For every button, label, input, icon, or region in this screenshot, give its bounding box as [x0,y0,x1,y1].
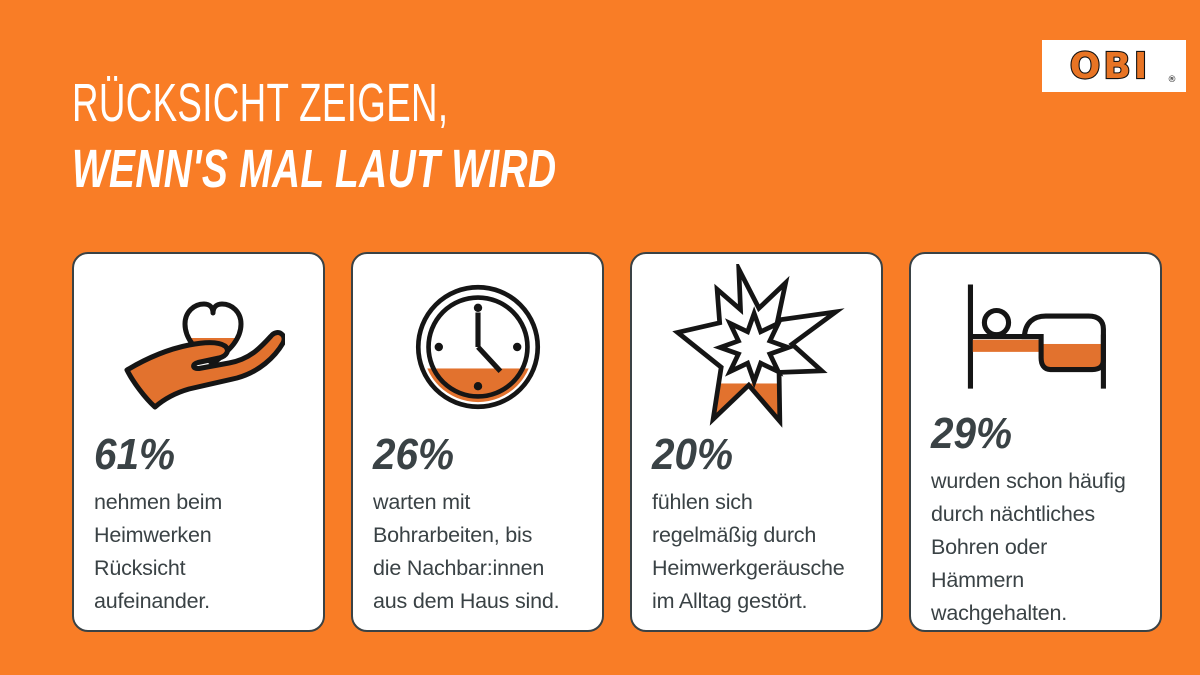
stat-cards: 61% nehmen beim Heimwerken Rücksicht auf… [72,252,1162,632]
bed-icon [931,266,1140,407]
stat-card-kept-awake: 29% wurden schon häufig durch nächtliche… [909,252,1162,632]
header: RÜCKSICHT ZEIGEN, WENN'S MAL LAUT WIRD [72,74,745,198]
obi-logo-text: OBI [1070,46,1150,87]
obi-logo: OBI ® [1042,40,1186,92]
title-line-1: RÜCKSICHT ZEIGEN, [72,73,449,133]
hand-heart-icon [94,266,303,428]
stat-percentage: 26% [373,430,455,479]
clock-icon [373,266,582,428]
stat-card-waiting: 26% warten mit Bohrarbeiten, bis die Nac… [351,252,604,632]
obi-logo-icon: OBI ® [1069,45,1177,88]
stat-card-disturbed: 20% fühlen sich regelmäßig durch Heimwer… [630,252,883,632]
stat-percentage: 20% [652,430,734,479]
stat-card-considerate: 61% nehmen beim Heimwerken Rücksicht auf… [72,252,325,632]
explosion-icon [652,264,861,428]
registered-mark: ® [1168,75,1177,85]
title-line-2: WENN'S MAL LAUT WIRD [72,139,557,199]
stat-percentage: 29% [931,409,1013,458]
stat-description: wurden schon häufig durch nächtliches Bo… [931,469,1126,625]
stat-description: fühlen sich regelmäßig durch Heimwerkger… [652,490,845,613]
stat-description: warten mit Bohrarbeiten, bis die Nachbar… [373,490,560,613]
stat-description: nehmen beim Heimwerken Rücksicht aufeina… [94,490,223,613]
stat-percentage: 61% [94,430,176,479]
